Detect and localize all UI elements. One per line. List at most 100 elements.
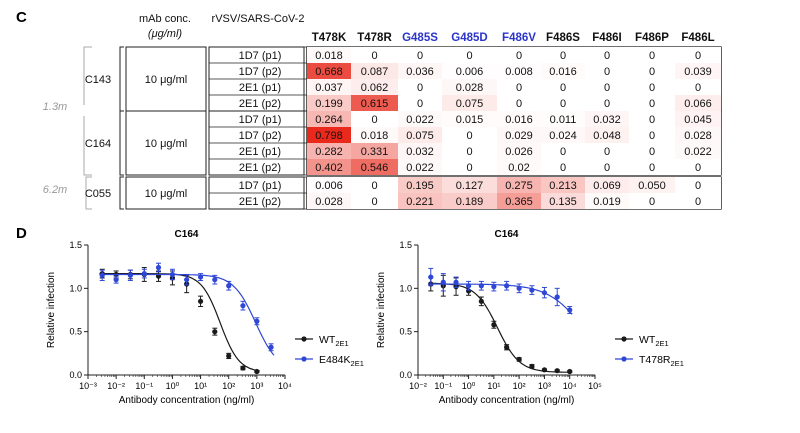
- data-point: [440, 279, 446, 285]
- virus-passage-label: 1D7 (p2): [239, 130, 282, 142]
- antibody-bracket: [119, 46, 124, 112]
- heat-cell: [675, 193, 721, 209]
- heat-cell: [442, 79, 497, 95]
- heat-cell: [497, 159, 541, 175]
- legend-label: E484K2E1: [319, 354, 364, 368]
- cell-value: 0.798: [315, 130, 343, 142]
- y-tick-label: 0.5: [399, 327, 412, 337]
- heat-cell: [541, 79, 585, 95]
- cell-value: 0.022: [406, 162, 434, 174]
- heat-cell: [675, 63, 721, 79]
- legend-marker: [621, 356, 627, 362]
- heat-cell: [585, 159, 629, 175]
- cell-value: 0.282: [315, 146, 343, 158]
- cell-value: 0.075: [456, 98, 484, 110]
- heat-cell: [497, 193, 541, 209]
- heat-cell: [497, 143, 541, 159]
- x-tick-label: 10⁴: [278, 381, 292, 391]
- heat-cell: [442, 95, 497, 111]
- heat-cell: [629, 159, 675, 175]
- heat-cell: [442, 193, 497, 209]
- heat-cell: [307, 95, 351, 111]
- heat-cell: [541, 63, 585, 79]
- heat-cell: [351, 143, 398, 159]
- heat-cell: [629, 79, 675, 95]
- cell-value: 0: [649, 82, 655, 94]
- cell-value: 0.668: [315, 66, 343, 78]
- heat-cell: [307, 63, 351, 79]
- cell-value: 0.015: [456, 114, 484, 126]
- cell-value: 0: [604, 50, 610, 62]
- cell-value: 0: [516, 50, 522, 62]
- cell-value: 0.075: [406, 130, 434, 142]
- cell-value: 0.006: [456, 66, 484, 78]
- heat-cell: [629, 95, 675, 111]
- heat-cell: [398, 95, 442, 111]
- y-axis-label: Relative infection: [46, 272, 57, 348]
- mutation-header: F486S: [546, 32, 580, 44]
- cell-value: 0: [649, 66, 655, 78]
- cell-value: 0.331: [361, 146, 389, 158]
- virus-box: [208, 110, 305, 176]
- cell-value: 0: [604, 82, 610, 94]
- heat-cell: [398, 111, 442, 127]
- heat-cell: [629, 193, 675, 209]
- x-tick-label: 10⁰: [462, 381, 476, 391]
- cell-value: 0.028: [315, 196, 343, 208]
- cell-value: 0.018: [315, 50, 343, 62]
- data-point: [491, 322, 497, 328]
- data-point: [504, 283, 510, 289]
- data-point: [465, 283, 472, 289]
- cell-value: 0.024: [549, 130, 577, 142]
- x-tick-label: 10⁻³: [79, 381, 97, 391]
- y-tick-label: 0.5: [69, 327, 82, 337]
- cell-value: 0.135: [549, 196, 577, 208]
- mutation-headers: T478K T478R G485S G485D F486V F486S F486I F486P…: [312, 32, 715, 44]
- data-point: [240, 303, 246, 309]
- data-point: [254, 368, 260, 375]
- data-point: [554, 294, 560, 300]
- cell-value: 0: [604, 98, 610, 110]
- heat-cell: [585, 95, 629, 111]
- data-point: [516, 356, 522, 362]
- cell-value: 0: [466, 50, 472, 62]
- cell-value: 0.199: [315, 98, 343, 110]
- cell-value: 0.016: [549, 66, 577, 78]
- cell-value: 0.050: [638, 180, 666, 192]
- heat-cell: [442, 143, 497, 159]
- cell-value: 0.036: [406, 66, 434, 78]
- antibody-conc: 10 μg/ml: [145, 74, 187, 86]
- heat-cell: [307, 47, 351, 63]
- heat-cell: [497, 63, 541, 79]
- y-tick-label: 0.0: [399, 370, 412, 380]
- virus-passage-label: 2E1 (p2): [239, 98, 281, 110]
- virus-passage-label: 2E1 (p2): [239, 162, 281, 174]
- heat-cell: [675, 143, 721, 159]
- cell-value: 0: [560, 82, 566, 94]
- chart-title: C164: [175, 229, 199, 240]
- heat-cell: [585, 79, 629, 95]
- heat-cell: [585, 63, 629, 79]
- heat-cell: [307, 177, 351, 193]
- cell-value: 0: [516, 82, 522, 94]
- heat-cell: [629, 177, 675, 193]
- cell-value: 0.028: [684, 130, 712, 142]
- cell-value: 0: [417, 82, 423, 94]
- panel-c-letter: C: [16, 9, 27, 26]
- heat-cell: [351, 177, 398, 193]
- heat-cell: [351, 79, 398, 95]
- heat-cell: [585, 193, 629, 209]
- heat-cell: [351, 193, 398, 209]
- legend-marker: [301, 356, 307, 362]
- cell-value: 0: [560, 50, 566, 62]
- legend-label: T478R2E1: [639, 354, 684, 368]
- heat-cell: [585, 177, 629, 193]
- cell-value: 0.069: [593, 180, 621, 192]
- cell-value: 0.037: [315, 82, 343, 94]
- mutation-header: F486P: [635, 32, 669, 44]
- cell-value: 0: [649, 130, 655, 142]
- heat-cell: [541, 159, 585, 175]
- mutation-header: F486I: [592, 32, 621, 44]
- cell-value: 0.018: [361, 130, 389, 142]
- data-point: [212, 329, 218, 335]
